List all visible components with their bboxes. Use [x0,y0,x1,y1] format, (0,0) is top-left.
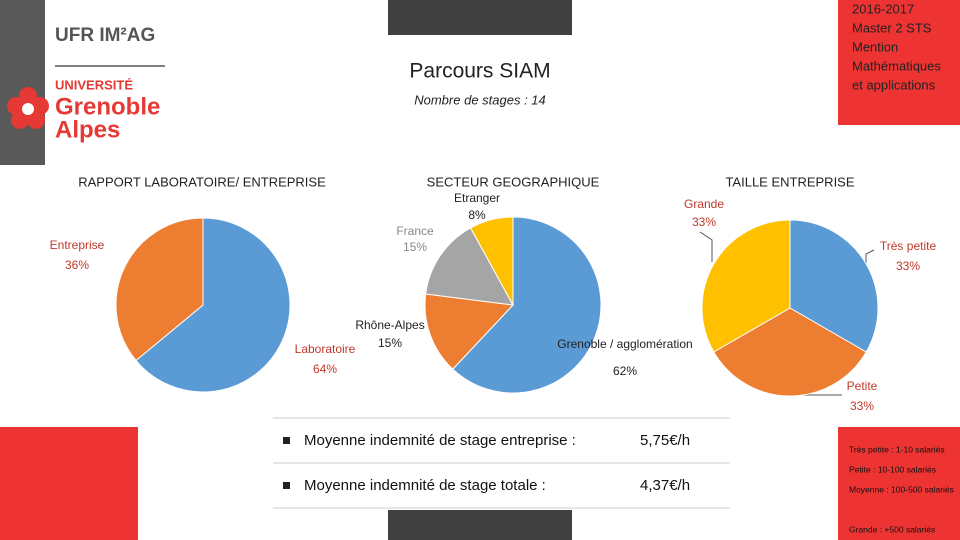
slice-value-label: 15% [403,240,427,254]
program-line: Master 2 STS [852,20,932,35]
pie-slice [425,227,514,306]
slice-value-label: 36% [65,258,89,272]
slice-label: France [396,224,434,238]
slice-value-label: 8% [468,208,486,222]
stats: Moyenne indemnité de stage entreprise : 5… [273,417,730,509]
slice-label: Petite [847,379,878,393]
logo-university: Grenoble [55,93,160,120]
program-line: 2016-2017 [852,1,914,16]
title: Parcours SIAM [409,60,550,83]
pie-slice [424,293,515,370]
slice-value-label: 33% [692,215,716,229]
slice-value-label: 33% [850,399,874,413]
logo-university: UNIVERSITÉ [55,77,133,92]
legend-line: Moyenne : 100-500 salariés [849,484,954,494]
legend-line: Grande : +500 salariés [849,524,935,534]
slice-label: Etranger [454,191,500,205]
program-block [838,0,960,125]
slice-label: Rhône-Alpes [355,318,424,332]
slice-value-label: 64% [313,362,337,376]
stat-label: Moyenne indemnité de stage totale : [304,477,546,494]
pie-title: RAPPORT LABORATOIRE/ ENTREPRISE [78,174,326,189]
slice-label: Entreprise [50,238,105,252]
size-legend: Très petite : 1-10 salariés Petite : 10-1… [849,444,954,534]
stat-value: 5,75€/h [640,432,690,449]
slice-label: Grande [684,197,724,211]
logo-university: Alpes [55,116,120,143]
bottom-bar [388,510,572,540]
slice-label: Laboratoire [295,342,356,356]
pie-slice [115,217,204,362]
legend-line: Petite : 10-100 salariés [849,464,936,474]
top-bar [388,0,572,35]
slice-value-label: 15% [378,336,402,350]
program-line: et applications [852,77,936,92]
corner-block [0,427,138,540]
pie-slice [452,216,602,394]
program-line: Mathématiques [852,58,941,73]
stat-label: Moyenne indemnité de stage entreprise : [304,432,576,449]
bullet [283,482,290,489]
pie-slice [789,219,879,353]
program-line: Mention [852,39,898,54]
pie-slice [701,219,791,353]
slice-label: Très petite [880,239,937,253]
slice-value-label: 33% [896,259,920,273]
slice-value-label: 62% [613,364,637,378]
subtitle: Nombre de stages : 14 [414,92,546,107]
legend-line: Très petite : 1-10 salariés [849,444,945,454]
logo-faculty: UFR IM²AG [55,25,155,46]
stat-value: 4,37€/h [640,477,690,494]
pie-title: SECTEUR GEOGRAPHIQUE [427,174,600,189]
bullet [283,437,290,444]
pie-slice [469,216,514,306]
pie-title: TAILLE ENTREPRISE [725,174,854,189]
slice-label: Grenoble / agglomération [557,337,692,351]
legend-block [838,427,960,540]
logo-flower [7,87,49,129]
pie-slice [713,307,867,397]
pie-slice [135,217,291,393]
side-bar [0,0,45,165]
